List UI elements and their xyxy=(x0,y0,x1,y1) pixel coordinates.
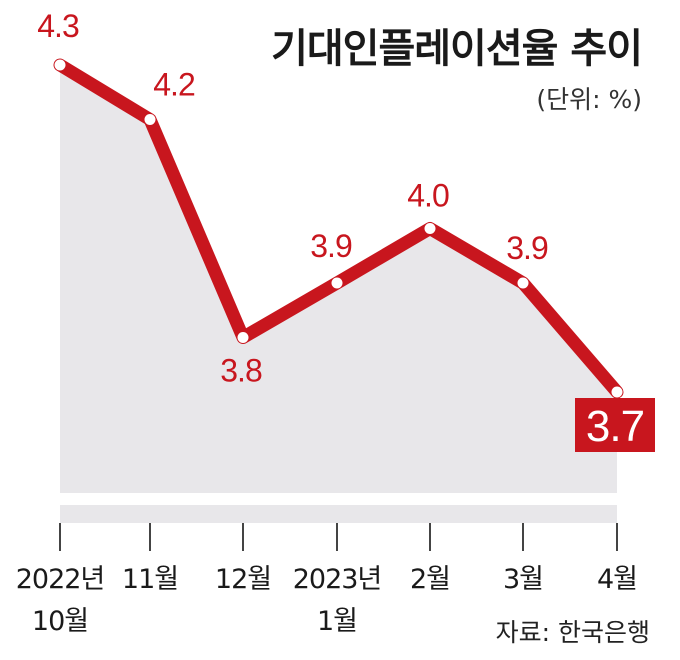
x-tick-label: 11월 xyxy=(122,564,178,595)
x-tick-label: 4월 xyxy=(597,564,637,595)
area-fill xyxy=(60,65,617,493)
unit-label: (단위: %) xyxy=(536,85,642,114)
data-point xyxy=(237,332,249,343)
x-tick-label: 2023년 xyxy=(293,564,382,595)
value-label: 4.2 xyxy=(153,67,195,103)
value-label: 4.0 xyxy=(407,178,449,214)
x-tick-label: 2월 xyxy=(410,564,450,595)
x-tick-label: 3월 xyxy=(503,564,543,595)
value-label: 3.7 xyxy=(586,402,644,451)
chart-title: 기대인플레이션율 추이 xyxy=(271,26,643,72)
value-label: 3.8 xyxy=(220,353,262,389)
data-point xyxy=(144,114,156,125)
data-point xyxy=(611,386,623,398)
x-tick-label: 10월 xyxy=(32,606,88,637)
data-point xyxy=(517,277,529,289)
data-point xyxy=(424,223,436,234)
value-label: 3.9 xyxy=(310,228,352,264)
value-label: 4.3 xyxy=(37,8,79,44)
axis-band xyxy=(60,505,617,523)
data-point xyxy=(331,277,343,289)
x-tick-label: 2022년 xyxy=(16,564,105,595)
value-label-highlight-bg xyxy=(575,398,655,452)
data-point xyxy=(54,59,66,71)
x-tick-label: 1월 xyxy=(317,606,357,637)
value-label: 3.9 xyxy=(506,230,548,266)
source-label: 자료: 한국은행 xyxy=(495,618,650,647)
x-tick-label: 12월 xyxy=(215,564,271,595)
